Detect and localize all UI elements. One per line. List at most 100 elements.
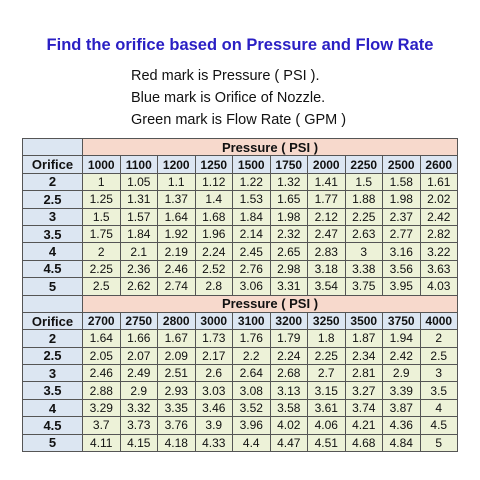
orifice-cell: 5 bbox=[22, 277, 83, 296]
flow-cell: 4.02 bbox=[269, 416, 308, 435]
flow-cell: 2.46 bbox=[82, 364, 121, 383]
title: Find the orifice based on Pressure and F… bbox=[46, 36, 434, 54]
flow-cell: 2.25 bbox=[82, 259, 121, 279]
pressure-cell: 2000 bbox=[307, 155, 346, 174]
flow-cell: 2.09 bbox=[157, 346, 196, 366]
flow-cell: 2.24 bbox=[269, 346, 308, 366]
data-row: 4 3.29 3.32 3.35 3.46 3.52 3.58 3.61 3.74 3.87 4 bbox=[22, 398, 458, 418]
flow-cell: 1.75 bbox=[82, 224, 121, 244]
orifice-cell: 4.5 bbox=[22, 259, 83, 279]
flow-cell: 2.47 bbox=[307, 224, 346, 244]
flow-cell: 3.54 bbox=[307, 277, 346, 296]
flow-cell: 1.64 bbox=[82, 329, 121, 348]
flow-cell: 3.38 bbox=[344, 259, 383, 279]
flow-cell: 1 bbox=[82, 172, 121, 192]
flow-cell: 3.06 bbox=[232, 277, 271, 296]
header-row: Pressure ( PSI ) bbox=[22, 294, 458, 313]
corner-cell bbox=[22, 294, 83, 313]
data-row: 5 4.11 4.15 4.18 4.33 4.4 4.47 4.51 4.68 4.84 5 bbox=[22, 433, 458, 453]
flow-cell: 2 bbox=[82, 242, 121, 261]
flow-cell: 3.96 bbox=[232, 416, 271, 435]
flow-cell: 4.06 bbox=[307, 416, 346, 435]
flow-cell: 3.74 bbox=[344, 398, 383, 418]
flow-cell: 3.31 bbox=[269, 277, 308, 296]
header-row: Pressure ( PSI ) bbox=[22, 137, 458, 157]
flow-cell: 2.77 bbox=[382, 224, 421, 244]
flow-cell: 3.52 bbox=[232, 398, 271, 418]
flow-cell: 1.8 bbox=[307, 329, 346, 348]
flow-cell: 3.75 bbox=[344, 277, 383, 296]
flow-cell: 1.25 bbox=[82, 190, 121, 209]
flow-cell: 4.36 bbox=[382, 416, 421, 435]
orifice-cell: 3.5 bbox=[22, 224, 83, 244]
flow-cell: 4.68 bbox=[344, 433, 383, 453]
flow-cell: 3.73 bbox=[119, 416, 158, 435]
flow-cell: 1.84 bbox=[119, 224, 158, 244]
orifice-cell: 4 bbox=[22, 398, 83, 418]
flow-cell: 2.88 bbox=[82, 381, 121, 400]
pressure-cell: 2600 bbox=[419, 155, 458, 174]
flow-cell: 3.61 bbox=[307, 398, 346, 418]
note: Blue mark is Orifice of Nozzle. bbox=[131, 90, 326, 106]
flow-cell: 2.2 bbox=[232, 346, 271, 366]
data-row: 3.5 1.75 1.84 1.92 1.96 2.14 2.32 2.47 2.63 2.77 2… bbox=[22, 224, 458, 244]
flow-cell: 2.7 bbox=[307, 364, 346, 383]
flow-cell: 2.52 bbox=[194, 259, 233, 279]
flow-cell: 2.8 bbox=[194, 277, 233, 296]
flow-cell: 2.9 bbox=[382, 364, 421, 383]
data-row: 4.5 2.25 2.36 2.46 2.52 2.76 2.98 3.18 3.38 3.56 3… bbox=[22, 259, 458, 279]
orifice-cell: 4 bbox=[22, 242, 83, 261]
flow-cell: 4.15 bbox=[119, 433, 158, 453]
flow-cell: 1.77 bbox=[307, 190, 346, 209]
flow-cell: 3.58 bbox=[269, 398, 308, 418]
flow-cell: 2.25 bbox=[344, 207, 383, 226]
flow-cell: 3.87 bbox=[382, 398, 421, 418]
pressure-header: Pressure ( PSI ) bbox=[82, 294, 458, 313]
flow-cell: 4.11 bbox=[82, 433, 121, 453]
pressure-cell: 2500 bbox=[382, 155, 421, 174]
flow-cell: 1.5 bbox=[344, 172, 383, 192]
flow-cell: 3.08 bbox=[232, 381, 271, 400]
flow-cell: 2.12 bbox=[307, 207, 346, 226]
flow-cell: 4.47 bbox=[269, 433, 308, 453]
flow-cell: 2.42 bbox=[419, 207, 458, 226]
orifice-header: Orifice bbox=[22, 155, 83, 174]
flow-cell: 3.63 bbox=[419, 259, 458, 279]
flow-cell: 1.41 bbox=[307, 172, 346, 192]
flow-cell: 1.98 bbox=[269, 207, 308, 226]
flow-cell: 2.24 bbox=[194, 242, 233, 261]
data-row: 4 2 2.1 2.19 2.24 2.45 2.65 2.83 3 3.16 3.22 bbox=[22, 242, 458, 261]
flow-cell: 1.84 bbox=[232, 207, 271, 226]
flow-cell: 2.42 bbox=[382, 346, 421, 366]
flow-cell: 1.66 bbox=[119, 329, 158, 348]
flow-cell: 3.56 bbox=[382, 259, 421, 279]
flow-cell: 1.94 bbox=[382, 329, 421, 348]
flow-cell: 2.6 bbox=[194, 364, 233, 383]
flow-cell: 1.32 bbox=[269, 172, 308, 192]
flow-cell: 2.76 bbox=[232, 259, 271, 279]
flow-cell: 3.03 bbox=[194, 381, 233, 400]
flow-cell: 1.92 bbox=[157, 224, 196, 244]
column-header-row: Orifice 1000 1100 1200 1250 1500 1750 2000 2250 2… bbox=[22, 155, 458, 174]
flow-cell: 4.5 bbox=[419, 416, 458, 435]
pressure-cell: 3100 bbox=[232, 311, 271, 331]
flow-cell: 1.98 bbox=[382, 190, 421, 209]
tables: Pressure ( PSI ) Orifice 1000 1100 1200 1250 1… bbox=[22, 137, 458, 453]
flow-cell: 5 bbox=[419, 433, 458, 453]
flow-cell: 4.33 bbox=[194, 433, 233, 453]
data-row: 2.5 2.05 2.07 2.09 2.17 2.2 2.24 2.25 2.34 2.42 2.… bbox=[22, 346, 458, 366]
flow-cell: 2.25 bbox=[307, 346, 346, 366]
flow-cell: 2.36 bbox=[119, 259, 158, 279]
flow-cell: 3.22 bbox=[419, 242, 458, 261]
orifice-header: Orifice bbox=[22, 311, 83, 331]
flow-cell: 2.37 bbox=[382, 207, 421, 226]
orifice-cell: 2 bbox=[22, 172, 83, 192]
flow-cell: 3 bbox=[344, 242, 383, 261]
orifice-cell: 2 bbox=[22, 329, 83, 348]
flow-cell: 2.17 bbox=[194, 346, 233, 366]
flow-cell: 3.35 bbox=[157, 398, 196, 418]
flow-cell: 3.7 bbox=[82, 416, 121, 435]
flow-cell: 1.73 bbox=[194, 329, 233, 348]
pressure-cell: 1750 bbox=[269, 155, 308, 174]
flow-cell: 3.5 bbox=[419, 381, 458, 400]
